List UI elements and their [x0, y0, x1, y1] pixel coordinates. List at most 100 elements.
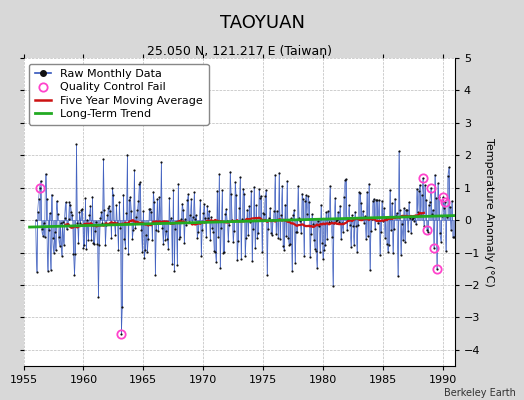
- Y-axis label: Temperature Anomaly (°C): Temperature Anomaly (°C): [484, 138, 494, 286]
- Point: [407, 229, 415, 236]
- Point: [162, 228, 170, 234]
- Point: [328, 234, 336, 241]
- Point: [259, 209, 267, 216]
- Point: [315, 223, 323, 229]
- Point: [129, 226, 138, 233]
- Point: [340, 194, 348, 200]
- Point: [45, 227, 53, 233]
- Point: [110, 220, 118, 227]
- Point: [54, 234, 63, 240]
- Point: [31, 217, 40, 223]
- Point: [59, 241, 68, 248]
- Point: [51, 247, 60, 254]
- Point: [416, 182, 424, 188]
- Point: [327, 218, 335, 225]
- Point: [117, 330, 126, 337]
- Point: [195, 218, 203, 225]
- Point: [323, 236, 331, 242]
- Point: [309, 221, 317, 227]
- Point: [197, 253, 205, 259]
- Point: [394, 272, 402, 279]
- Point: [235, 205, 244, 211]
- Point: [355, 189, 363, 196]
- Point: [191, 216, 200, 222]
- Point: [168, 261, 177, 268]
- Point: [151, 272, 159, 278]
- Point: [344, 216, 352, 222]
- Point: [400, 205, 408, 212]
- Point: [233, 257, 242, 264]
- Point: [408, 216, 416, 222]
- Point: [82, 246, 91, 253]
- Point: [341, 177, 349, 184]
- Point: [142, 232, 150, 238]
- Point: [102, 222, 111, 228]
- Point: [289, 212, 297, 218]
- Point: [50, 229, 59, 236]
- Point: [273, 208, 281, 214]
- Point: [436, 238, 445, 245]
- Point: [375, 197, 383, 204]
- Point: [261, 193, 269, 200]
- Point: [345, 202, 353, 208]
- Point: [330, 220, 338, 226]
- Point: [339, 229, 347, 235]
- Point: [263, 271, 271, 278]
- Point: [167, 215, 176, 221]
- Point: [296, 218, 304, 224]
- Point: [255, 186, 264, 192]
- Point: [271, 172, 279, 178]
- Point: [252, 202, 260, 208]
- Point: [121, 245, 129, 252]
- Point: [116, 224, 125, 231]
- Point: [240, 190, 248, 197]
- Point: [230, 228, 238, 234]
- Point: [148, 237, 157, 243]
- Point: [290, 207, 298, 214]
- Point: [101, 242, 110, 248]
- Point: [282, 232, 290, 239]
- Point: [199, 210, 208, 216]
- Point: [231, 179, 239, 186]
- Point: [349, 222, 357, 229]
- Point: [302, 192, 310, 198]
- Point: [43, 268, 52, 274]
- Point: [242, 235, 250, 241]
- Point: [72, 141, 81, 148]
- Point: [221, 210, 230, 217]
- Point: [414, 188, 423, 194]
- Point: [212, 259, 221, 266]
- Point: [285, 242, 293, 248]
- Point: [181, 216, 190, 222]
- Point: [161, 236, 170, 243]
- Point: [77, 207, 85, 213]
- Point: [132, 214, 140, 220]
- Point: [310, 237, 318, 244]
- Point: [67, 202, 75, 208]
- Point: [329, 283, 337, 289]
- Point: [268, 232, 276, 238]
- Point: [442, 248, 450, 254]
- Point: [254, 229, 263, 236]
- Point: [177, 216, 185, 222]
- Point: [421, 182, 429, 188]
- Point: [115, 199, 124, 205]
- Point: [447, 198, 456, 204]
- Point: [187, 196, 195, 203]
- Point: [381, 234, 389, 241]
- Point: [46, 266, 54, 273]
- Point: [36, 178, 45, 184]
- Point: [243, 207, 252, 213]
- Point: [130, 167, 138, 174]
- Text: TAOYUAN: TAOYUAN: [220, 14, 304, 32]
- Point: [219, 250, 227, 256]
- Point: [316, 249, 324, 256]
- Point: [179, 207, 188, 213]
- Point: [359, 208, 367, 214]
- Point: [80, 242, 89, 248]
- Point: [373, 196, 381, 203]
- Point: [83, 216, 92, 223]
- Point: [206, 236, 214, 243]
- Point: [246, 218, 254, 225]
- Point: [367, 228, 375, 234]
